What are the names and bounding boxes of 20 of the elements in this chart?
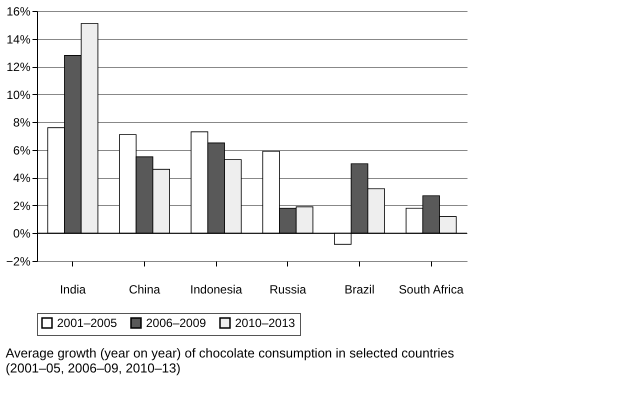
legend-label: 2001–2005	[57, 316, 118, 330]
y-tick-label: 14%	[6, 32, 31, 46]
y-tick-label: 2%	[13, 198, 31, 213]
x-tick-label: China	[128, 282, 160, 296]
legend-label: 2010–2013	[235, 316, 296, 330]
y-tick-label: 8%	[13, 116, 31, 130]
x-tick-label: Brazil	[344, 282, 375, 296]
y-tick-label: 4%	[13, 171, 31, 186]
legend-label: 2006–2009	[146, 316, 206, 330]
x-tick-label: South Africa	[398, 282, 464, 296]
x-tick-label: Indonesia	[190, 282, 243, 296]
y-tick-label: 6%	[13, 143, 31, 158]
x-tick-label: Russia	[269, 282, 306, 296]
x-tick-label: India	[60, 282, 86, 296]
y-tick-label: 10%	[6, 88, 31, 102]
y-tick-label: 0%	[13, 226, 31, 241]
y-tick-label: 12%	[6, 60, 31, 74]
y-tick-label: 16%	[6, 4, 31, 18]
text: Average growth (year on year) of chocolate consumption in selected countries (2001–05, 2006–09, 2010–13)	[6, 346, 455, 376]
y-tick-label: −2%	[6, 254, 31, 268]
